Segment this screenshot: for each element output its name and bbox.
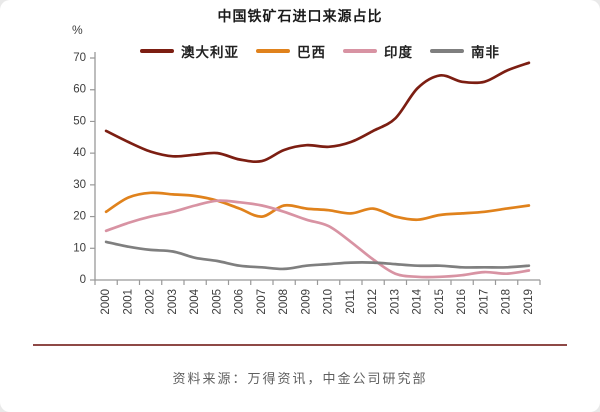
svg-text:2019: 2019 bbox=[523, 289, 535, 315]
svg-text:2003: 2003 bbox=[167, 289, 179, 315]
svg-text:2013: 2013 bbox=[389, 289, 401, 315]
svg-text:0: 0 bbox=[80, 274, 86, 286]
legend-item-india: 印度 bbox=[343, 41, 413, 61]
legend-line-swatch-brazil bbox=[256, 49, 290, 53]
svg-text:2011: 2011 bbox=[345, 289, 357, 314]
svg-text:2012: 2012 bbox=[367, 289, 379, 315]
svg-text:70: 70 bbox=[73, 52, 86, 64]
legend-item-south-africa: 南非 bbox=[430, 41, 500, 61]
legend-label-india: 印度 bbox=[384, 45, 413, 60]
svg-text:2006: 2006 bbox=[234, 289, 246, 315]
legend-label-south-africa: 南非 bbox=[471, 45, 500, 60]
svg-text:10: 10 bbox=[73, 242, 86, 254]
svg-text:30: 30 bbox=[73, 179, 86, 191]
legend: 澳大利亚 巴西 印度 南非 bbox=[40, 41, 600, 61]
legend-line-swatch-south-africa bbox=[430, 49, 464, 53]
svg-text:2008: 2008 bbox=[278, 289, 290, 315]
svg-text:2018: 2018 bbox=[501, 289, 513, 315]
svg-text:2004: 2004 bbox=[189, 288, 201, 314]
svg-text:2007: 2007 bbox=[256, 289, 268, 315]
chart-title: 中国铁矿石进口来源占比 bbox=[217, 8, 383, 24]
svg-text:2000: 2000 bbox=[100, 289, 112, 315]
source-note: 资料来源：万得资讯，中金公司研究部 bbox=[172, 371, 428, 386]
legend-label-australia: 澳大利亚 bbox=[181, 45, 239, 60]
svg-text:50: 50 bbox=[73, 115, 86, 127]
line-chart: 0 10 20 30 40 50 60 70 2000 2001 2002 2003 2004 2005 2… bbox=[73, 52, 541, 315]
svg-text:2001: 2001 bbox=[122, 289, 134, 315]
y-axis-unit-label: % bbox=[72, 23, 83, 37]
legend-line-swatch-india bbox=[343, 49, 377, 53]
divider-rule bbox=[33, 344, 567, 346]
svg-text:2009: 2009 bbox=[300, 289, 312, 315]
svg-text:40: 40 bbox=[73, 147, 86, 159]
svg-text:2016: 2016 bbox=[456, 289, 468, 315]
legend-line-swatch-australia bbox=[140, 49, 174, 53]
svg-text:2002: 2002 bbox=[145, 289, 157, 315]
svg-text:20: 20 bbox=[73, 211, 86, 223]
svg-text:2017: 2017 bbox=[478, 289, 490, 315]
legend-item-australia: 澳大利亚 bbox=[140, 41, 239, 61]
svg-text:2010: 2010 bbox=[323, 289, 335, 315]
svg-text:60: 60 bbox=[73, 84, 86, 96]
legend-item-brazil: 巴西 bbox=[256, 41, 326, 61]
svg-text:2014: 2014 bbox=[412, 288, 424, 314]
svg-text:2015: 2015 bbox=[434, 289, 446, 315]
legend-label-brazil: 巴西 bbox=[297, 45, 326, 60]
svg-text:2005: 2005 bbox=[211, 289, 223, 315]
